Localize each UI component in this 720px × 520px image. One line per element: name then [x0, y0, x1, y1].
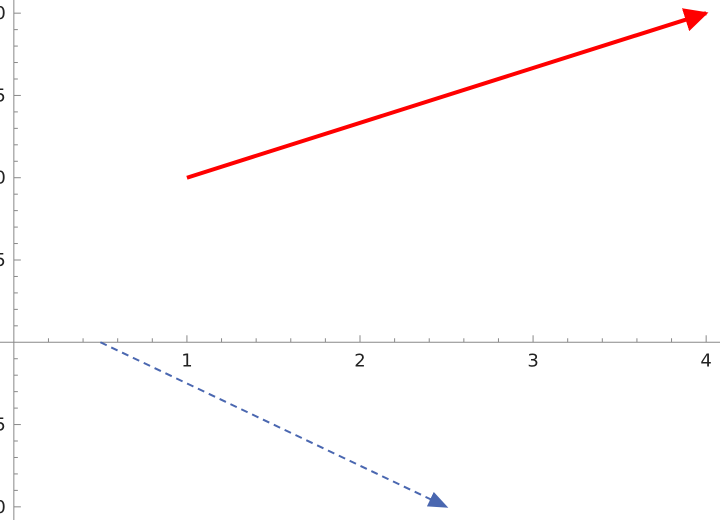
y-tick-label: 1.5 — [0, 85, 6, 106]
tick-labels: 1 2 3 4 −1.0 −0.5 0.5 1.0 1.5 2.0 — [0, 3, 712, 518]
x-tick-label: 2 — [354, 350, 365, 371]
x-tick-label: 1 — [181, 350, 192, 371]
x-tick-label: 4 — [700, 350, 711, 371]
red-vector-arrow — [186, 8, 709, 180]
y-tick-label: −1.0 — [0, 497, 6, 518]
ticks — [13, 12, 707, 508]
series-group — [99, 8, 709, 508]
x-tick-label: 3 — [527, 350, 538, 371]
y-tick-label: 0.5 — [0, 250, 6, 271]
y-tick-label: −0.5 — [0, 415, 6, 436]
blue-dashed-vector-arrow — [99, 341, 449, 508]
y-tick-label: 1.0 — [0, 168, 6, 189]
y-tick-label: 2.0 — [0, 3, 6, 24]
